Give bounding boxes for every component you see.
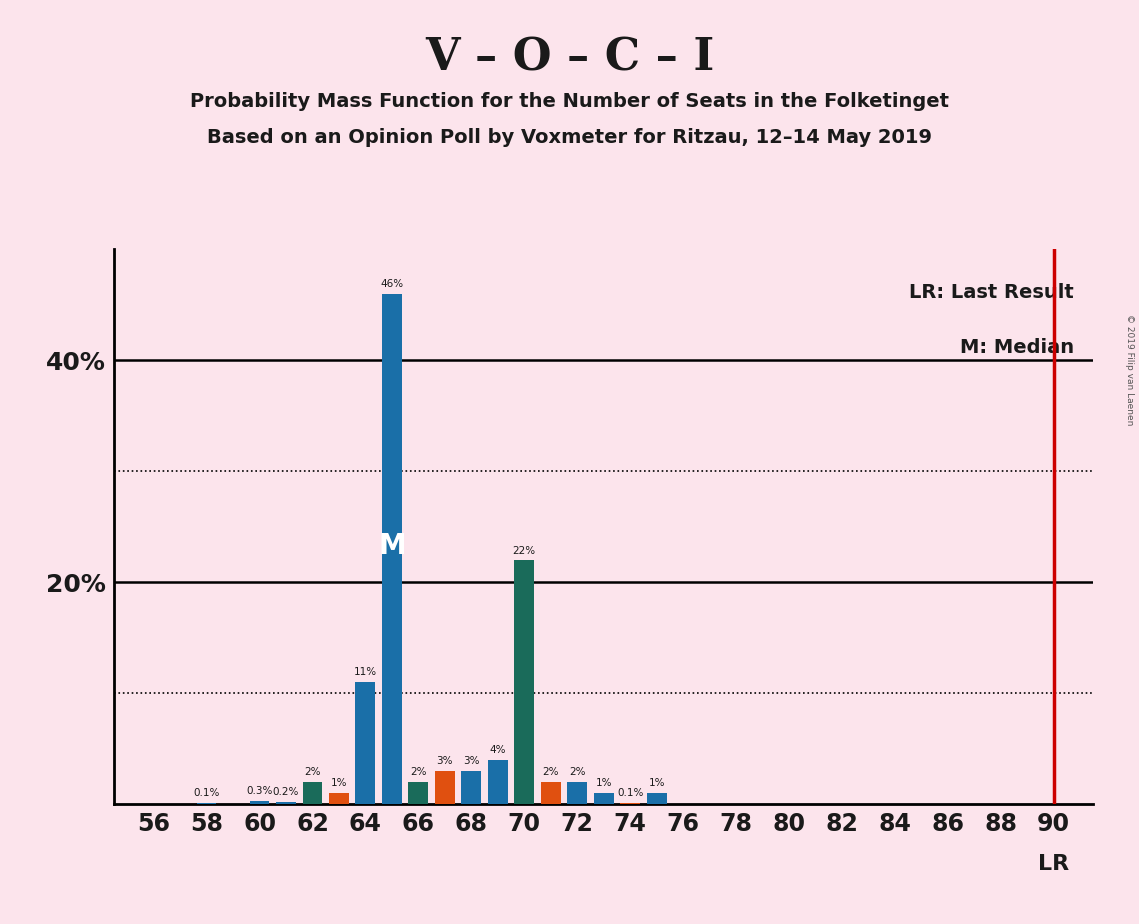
- Text: 1%: 1%: [648, 778, 665, 788]
- Text: LR: LR: [1038, 854, 1070, 874]
- Text: 0.1%: 0.1%: [617, 788, 644, 798]
- Text: 3%: 3%: [436, 756, 453, 766]
- Bar: [647, 793, 666, 804]
- Text: 0.3%: 0.3%: [246, 786, 272, 796]
- Text: 11%: 11%: [354, 667, 377, 677]
- Bar: [567, 782, 587, 804]
- Text: 46%: 46%: [380, 279, 403, 289]
- Text: 1%: 1%: [330, 778, 347, 788]
- Text: 0.2%: 0.2%: [273, 787, 300, 797]
- Bar: [249, 800, 270, 804]
- Bar: [487, 760, 508, 804]
- Text: M: M: [378, 532, 405, 560]
- Bar: [197, 803, 216, 804]
- Bar: [515, 560, 534, 804]
- Text: 2%: 2%: [570, 767, 585, 777]
- Bar: [355, 682, 376, 804]
- Bar: [382, 294, 402, 804]
- Text: © 2019 Filip van Laenen: © 2019 Filip van Laenen: [1125, 314, 1134, 425]
- Bar: [461, 771, 482, 804]
- Bar: [621, 803, 640, 804]
- Text: M: Median: M: Median: [960, 338, 1074, 358]
- Text: 2%: 2%: [304, 767, 321, 777]
- Bar: [329, 793, 349, 804]
- Bar: [409, 782, 428, 804]
- Text: LR: Last Result: LR: Last Result: [909, 283, 1074, 302]
- Text: Based on an Opinion Poll by Voxmeter for Ritzau, 12–14 May 2019: Based on an Opinion Poll by Voxmeter for…: [207, 128, 932, 147]
- Text: 3%: 3%: [464, 756, 480, 766]
- Text: 22%: 22%: [513, 545, 535, 555]
- Text: 1%: 1%: [596, 778, 612, 788]
- Bar: [276, 802, 296, 804]
- Text: 0.1%: 0.1%: [194, 788, 220, 798]
- Bar: [303, 782, 322, 804]
- Text: 2%: 2%: [542, 767, 559, 777]
- Text: 4%: 4%: [490, 745, 506, 755]
- Bar: [541, 782, 560, 804]
- Text: Probability Mass Function for the Number of Seats in the Folketinget: Probability Mass Function for the Number…: [190, 92, 949, 112]
- Text: 2%: 2%: [410, 767, 427, 777]
- Text: V – O – C – I: V – O – C – I: [425, 37, 714, 80]
- Bar: [435, 771, 454, 804]
- Bar: [593, 793, 614, 804]
